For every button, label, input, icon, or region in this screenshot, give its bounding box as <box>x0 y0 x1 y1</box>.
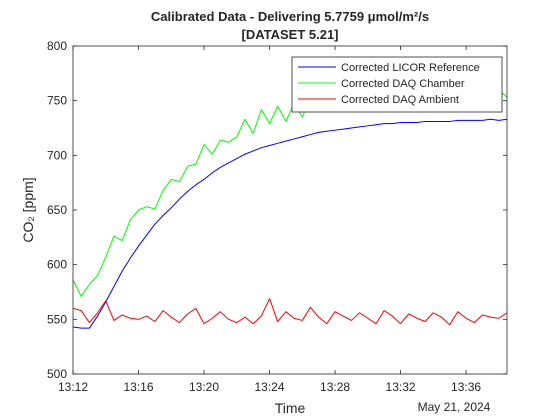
x-tick-label: 13:36 <box>451 380 481 394</box>
x-tick-label: 13:32 <box>386 380 416 394</box>
y-tick-label: 750 <box>47 94 67 108</box>
series-line-corrected-daq-ambient <box>73 298 507 326</box>
x-tick-label: 13:20 <box>189 380 219 394</box>
ticks-layer: 13:12 13:16 13:20 13:24 13:28 13:32 13:36 500 55… <box>47 39 507 394</box>
date-label: May 21, 2024 <box>418 400 491 414</box>
legend: Corrected LICOR Reference Corrected DAQ C… <box>291 56 503 113</box>
y-tick-label: 500 <box>47 367 67 381</box>
y-tick-label: 550 <box>47 312 67 326</box>
x-tick-label: 13:28 <box>320 380 350 394</box>
legend-entry: Corrected DAQ Chamber <box>341 78 465 90</box>
x-axis-label: Time <box>275 400 306 416</box>
y-tick-label: 800 <box>47 39 67 53</box>
y-tick-label: 650 <box>47 203 67 217</box>
legend-box <box>291 56 503 113</box>
chart-title: Calibrated Data - Delivering 5.7759 μmol… <box>151 9 429 24</box>
x-tick-label: 13:12 <box>58 380 88 394</box>
x-tick-label: 13:24 <box>255 380 285 394</box>
y-axis-label: CO₂ [ppm] <box>20 177 36 242</box>
legend-entry: Corrected LICOR Reference <box>341 62 480 74</box>
series-line-corrected-licor-reference <box>73 118 507 329</box>
x-tick-label: 13:16 <box>123 380 153 394</box>
y-tick-label: 700 <box>47 148 67 162</box>
y-tick-label: 600 <box>47 258 67 272</box>
legend-entry: Corrected DAQ Ambient <box>341 94 459 106</box>
chart-subtitle: [DATASET 5.21] <box>241 27 338 42</box>
